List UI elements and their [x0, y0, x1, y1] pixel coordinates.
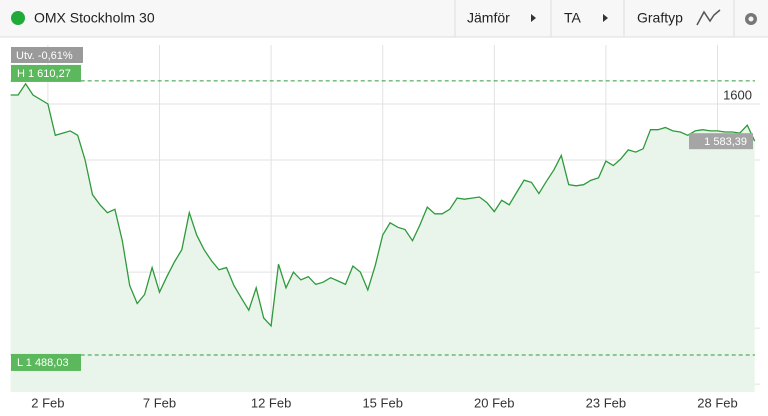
x-tick-label: 12 Feb [251, 395, 291, 410]
ta-button[interactable]: TA [564, 10, 582, 26]
status-dot [11, 11, 25, 25]
toolbar-title: OMX Stockholm 30 [34, 10, 155, 26]
x-tick-label: 7 Feb [143, 395, 176, 410]
x-tick-label: 15 Feb [362, 395, 402, 410]
x-tick-label: 23 Feb [586, 395, 626, 410]
toolbar [0, 0, 768, 37]
low-label: L 1 488,03 [17, 357, 69, 369]
chart-type-button[interactable]: Graftyp [637, 10, 683, 26]
change-label: Utv. -0,61% [16, 50, 73, 62]
x-tick-label: 2 Feb [31, 395, 64, 410]
price-line [10, 82, 756, 328]
y-tick-label: 1600 [723, 87, 752, 102]
low-badge [11, 353, 81, 371]
change-badge [11, 47, 83, 63]
gear-hole[interactable] [748, 16, 754, 22]
area [10, 83, 755, 393]
dropdown-arrow[interactable] [603, 14, 608, 22]
last-badge [689, 133, 753, 150]
chart-type-icon[interactable] [696, 9, 721, 26]
last-label: 1 583,39 [704, 136, 747, 148]
x-tick-label: 20 Feb [474, 395, 514, 410]
compare-button[interactable]: Jämför [467, 10, 510, 26]
settings-icon[interactable] [745, 13, 757, 25]
x-tick-label: 28 Feb [697, 395, 737, 410]
high-badge [11, 64, 81, 82]
dropdown-arrow[interactable] [531, 14, 536, 22]
high-label: H 1 610,27 [17, 68, 71, 80]
